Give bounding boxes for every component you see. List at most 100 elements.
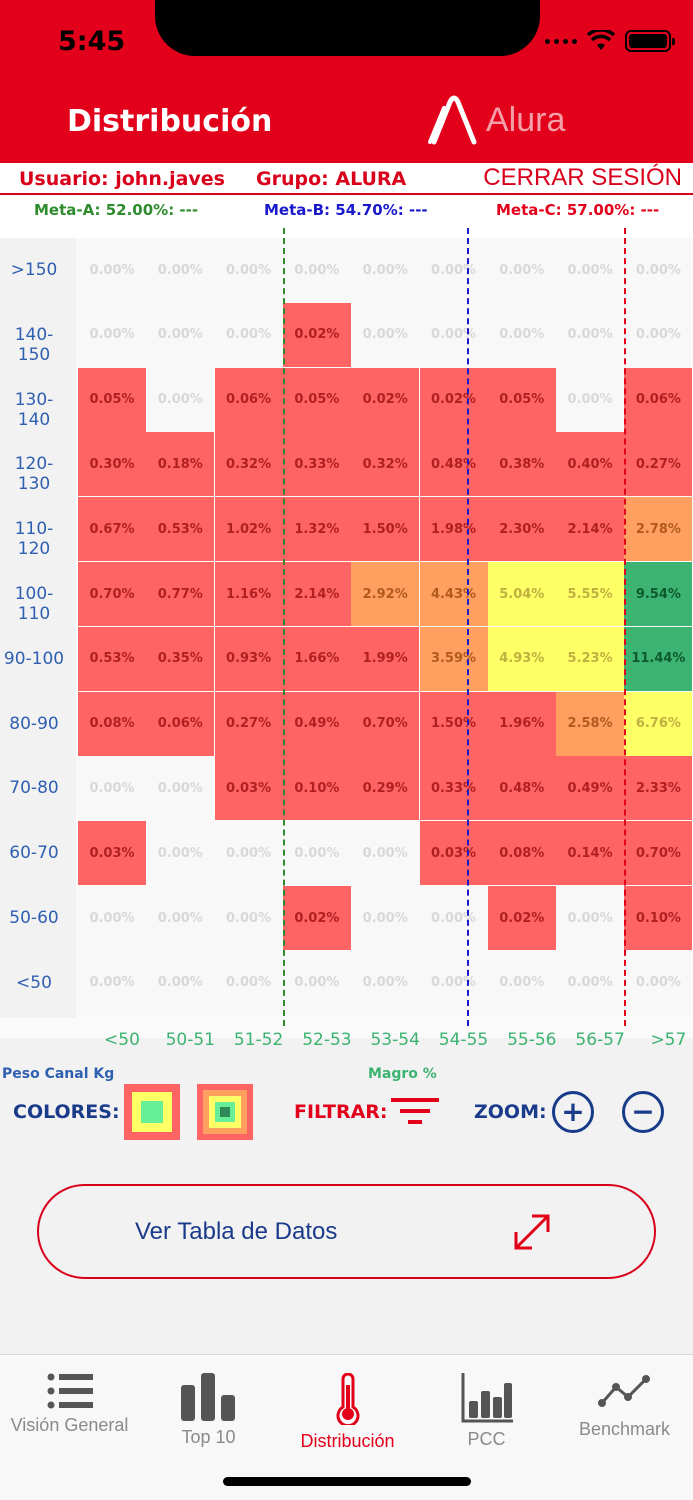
heatmap-cell[interactable]: 0.27%	[214, 691, 283, 756]
heatmap-cell[interactable]: 0.53%	[146, 497, 215, 562]
heatmap-cell[interactable]: 0.33%	[419, 756, 488, 821]
heatmap-cell[interactable]: 2.78%	[624, 497, 693, 562]
heatmap-cell[interactable]: 0.70%	[78, 562, 146, 626]
tab-top-10[interactable]: Top 10	[139, 1355, 278, 1455]
heatmap-cell[interactable]: 0.00%	[146, 886, 215, 950]
logout-button[interactable]: CERRAR SESIÓN	[483, 164, 682, 191]
heatmap-cell[interactable]: 0.08%	[78, 691, 146, 756]
filter-icon[interactable]	[391, 1096, 439, 1128]
heatmap-cell[interactable]: 0.77%	[146, 562, 215, 626]
view-data-table-button[interactable]: Ver Tabla de Datos	[37, 1184, 656, 1279]
heatmap-cell[interactable]: 0.02%	[487, 886, 556, 950]
heatmap-cell[interactable]: 0.00%	[556, 238, 625, 302]
heatmap-cell[interactable]: 0.00%	[624, 950, 693, 1015]
heatmap-cell[interactable]: 0.00%	[146, 756, 215, 821]
tab-overview[interactable]: Visión General	[0, 1355, 139, 1455]
heatmap-cell[interactable]: 0.93%	[214, 626, 283, 691]
heatmap-cell[interactable]: 0.00%	[146, 367, 215, 432]
heatmap-cell[interactable]: 0.00%	[556, 950, 625, 1015]
heatmap-cell[interactable]: 2.14%	[282, 562, 351, 626]
heatmap-cell[interactable]: 0.27%	[624, 432, 693, 497]
tab-benchmark[interactable]: Benchmark	[556, 1355, 693, 1455]
heatmap-cell[interactable]: 0.00%	[351, 302, 420, 367]
heatmap-cell[interactable]: 0.29%	[351, 756, 420, 821]
heatmap-cell[interactable]: 0.00%	[214, 302, 283, 367]
heatmap-cell[interactable]: 0.10%	[624, 886, 693, 950]
heatmap-cell[interactable]: 1.32%	[282, 497, 351, 562]
heatmap-cell[interactable]: 0.00%	[556, 367, 625, 432]
heatmap-cell[interactable]: 2.14%	[556, 497, 625, 562]
heatmap-cell[interactable]: 9.54%	[624, 562, 693, 626]
heatmap-cell[interactable]: 0.38%	[487, 432, 556, 497]
heatmap-cell[interactable]: 1.50%	[419, 691, 488, 756]
heatmap-cell[interactable]: 1.99%	[351, 626, 420, 691]
tab-distribution[interactable]: Distribución	[278, 1355, 417, 1455]
heatmap-cell[interactable]: 0.33%	[282, 432, 351, 497]
heatmap-cell[interactable]: 0.14%	[556, 821, 625, 886]
heatmap-cell[interactable]: 3.59%	[419, 626, 488, 691]
heatmap-cell[interactable]: 0.32%	[351, 432, 420, 497]
heatmap-cell[interactable]: 4.43%	[419, 562, 488, 626]
heatmap-cell[interactable]: 0.06%	[146, 691, 215, 756]
heatmap-cell[interactable]: 0.03%	[419, 821, 488, 886]
heatmap-cell[interactable]: 2.92%	[351, 562, 420, 626]
heatmap-cell[interactable]: 1.50%	[351, 497, 420, 562]
heatmap-cell[interactable]: 0.00%	[624, 238, 693, 302]
heatmap-cell[interactable]: 0.02%	[351, 367, 420, 432]
heatmap-cell[interactable]: 1.02%	[214, 497, 283, 562]
heatmap-cell[interactable]: 0.00%	[624, 302, 693, 367]
heatmap-cell[interactable]: 0.00%	[146, 950, 215, 1015]
heatmap-cell[interactable]: 0.40%	[556, 432, 625, 497]
heatmap-cell[interactable]: 0.03%	[214, 756, 283, 821]
heatmap-cell[interactable]: 1.96%	[487, 691, 556, 756]
heatmap-cell[interactable]: 0.00%	[214, 950, 283, 1015]
zoom-in-button[interactable]: +	[552, 1091, 594, 1133]
heatmap-cell[interactable]: 2.33%	[624, 756, 693, 821]
heatmap-cell[interactable]: 0.00%	[78, 302, 146, 367]
heatmap-cell[interactable]: 2.58%	[556, 691, 625, 756]
heatmap-cell[interactable]: 0.00%	[556, 302, 625, 367]
heatmap-cell[interactable]: 0.08%	[487, 821, 556, 886]
heatmap-cell[interactable]: 0.00%	[146, 302, 215, 367]
distribution-heatmap[interactable]: >150 140-150 130-140 120-130 110-120 100-110 9…	[0, 228, 693, 1050]
heatmap-cell[interactable]: 0.00%	[78, 950, 146, 1015]
heatmap-cell[interactable]: 0.00%	[351, 821, 420, 886]
heatmap-cell[interactable]: 0.67%	[78, 497, 146, 562]
heatmap-cell[interactable]: 1.98%	[419, 497, 488, 562]
zoom-out-button[interactable]: −	[622, 1091, 664, 1133]
heatmap-cell[interactable]: 0.49%	[282, 691, 351, 756]
color-scheme-gradient-button[interactable]	[197, 1084, 253, 1140]
heatmap-cell[interactable]: 0.53%	[78, 626, 146, 691]
heatmap-cell[interactable]: 4.93%	[487, 626, 556, 691]
heatmap-cell[interactable]: 0.00%	[214, 821, 283, 886]
heatmap-cell[interactable]: 0.35%	[146, 626, 215, 691]
heatmap-cell[interactable]: 0.00%	[419, 886, 488, 950]
heatmap-cell[interactable]: 0.00%	[282, 821, 351, 886]
tab-pcc[interactable]: PCC	[417, 1355, 556, 1455]
heatmap-cell[interactable]: 0.00%	[282, 950, 351, 1015]
heatmap-cell[interactable]: 0.00%	[78, 756, 146, 821]
heatmap-cell[interactable]: 5.55%	[556, 562, 625, 626]
heatmap-cell[interactable]: 5.04%	[487, 562, 556, 626]
heatmap-cell[interactable]: 0.05%	[282, 367, 351, 432]
heatmap-cell[interactable]: 0.02%	[282, 886, 351, 950]
heatmap-cell[interactable]: 0.00%	[78, 238, 146, 302]
heatmap-cell[interactable]: 0.00%	[146, 238, 215, 302]
heatmap-cell[interactable]: 0.00%	[351, 238, 420, 302]
heatmap-cell[interactable]: 0.03%	[78, 821, 146, 886]
heatmap-cell[interactable]: 0.00%	[282, 238, 351, 302]
heatmap-cell[interactable]: 5.23%	[556, 626, 625, 691]
heatmap-cell[interactable]: 0.00%	[78, 886, 146, 950]
heatmap-cell[interactable]: 0.30%	[78, 432, 146, 497]
heatmap-cell[interactable]: 0.00%	[487, 238, 556, 302]
heatmap-cell[interactable]: 0.06%	[624, 367, 693, 432]
heatmap-cell[interactable]: 1.16%	[214, 562, 283, 626]
heatmap-cell[interactable]: 0.49%	[556, 756, 625, 821]
heatmap-cell[interactable]: 0.70%	[351, 691, 420, 756]
color-scheme-simple-button[interactable]	[124, 1084, 180, 1140]
heatmap-cell[interactable]: 0.05%	[487, 367, 556, 432]
heatmap-cell[interactable]: 0.00%	[556, 886, 625, 950]
heatmap-cell[interactable]: 0.70%	[624, 821, 693, 886]
heatmap-cell[interactable]: 0.32%	[214, 432, 283, 497]
heatmap-cell[interactable]: 0.48%	[487, 756, 556, 821]
